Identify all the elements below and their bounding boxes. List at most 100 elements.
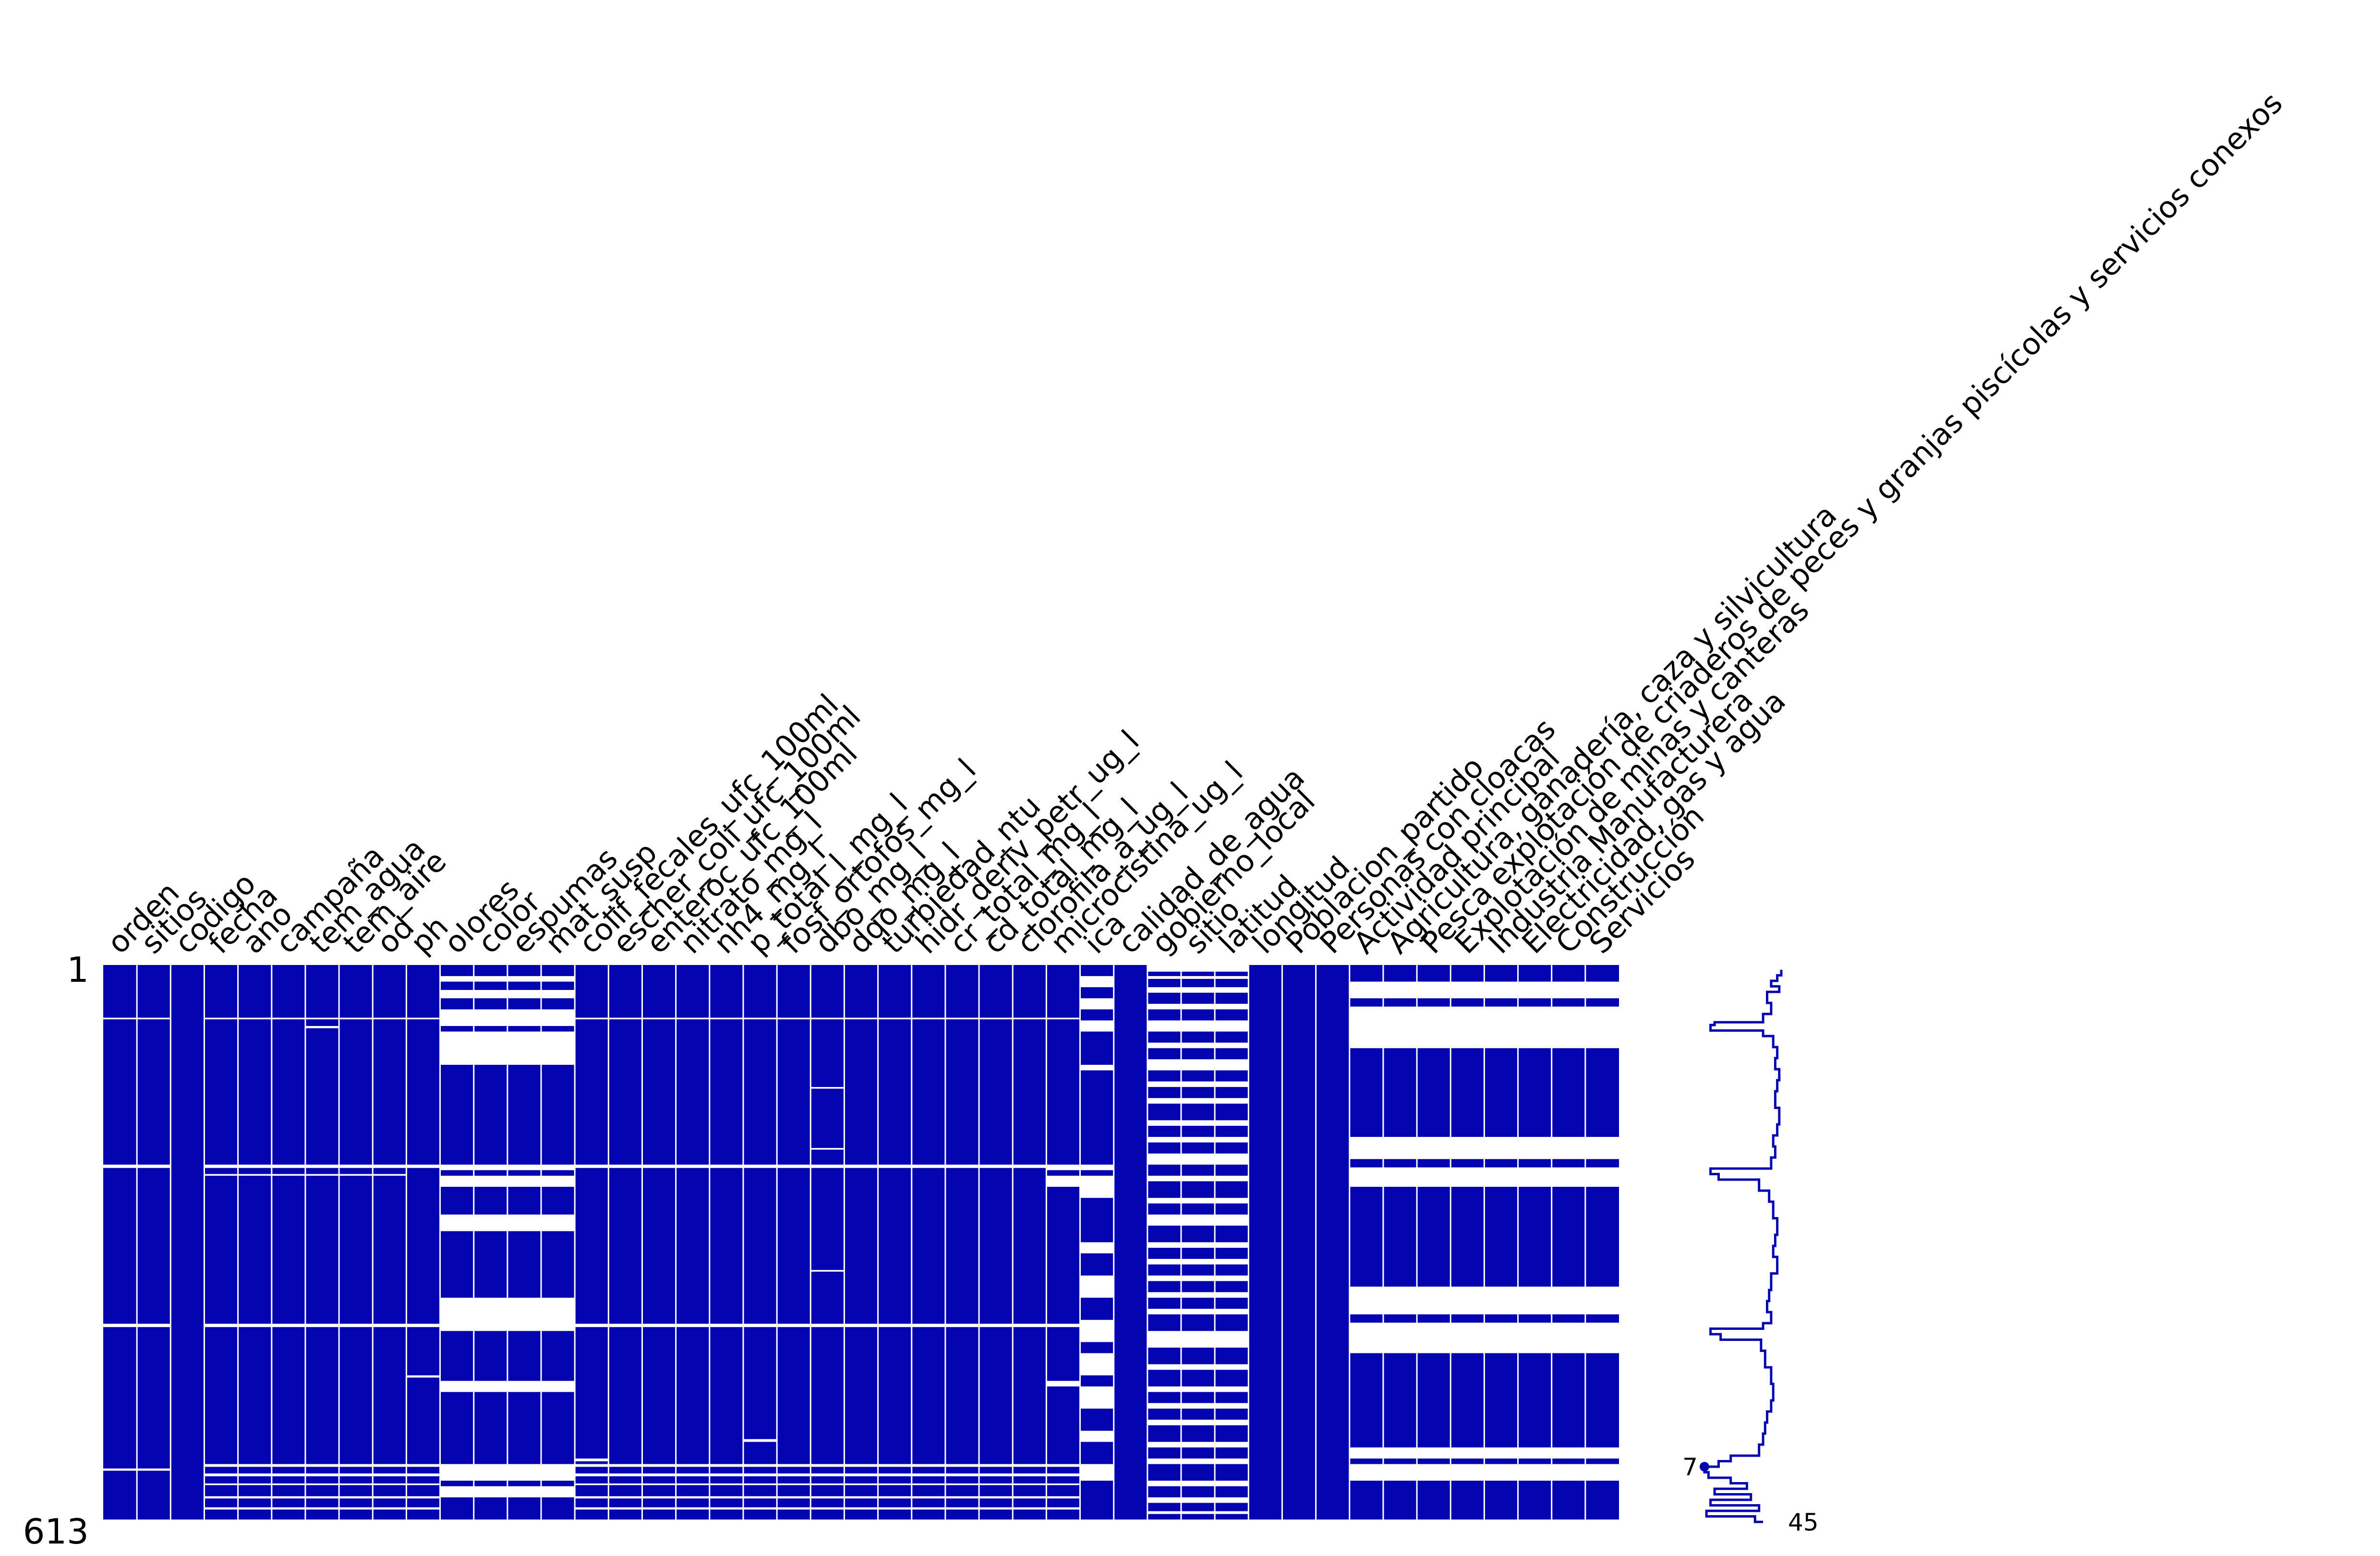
missing-block <box>305 1174 339 1176</box>
missing-block <box>1013 1496 1047 1499</box>
missing-block <box>1147 1309 1181 1315</box>
missing-block <box>810 1164 845 1168</box>
missing-block <box>1450 981 1485 999</box>
missing-block <box>305 1483 339 1485</box>
row-labels: 1 613 <box>23 950 89 1552</box>
missing-block <box>911 1324 945 1327</box>
missing-block <box>1181 1153 1215 1165</box>
present-column-40 <box>1450 965 1485 1520</box>
missing-block <box>1181 1081 1215 1087</box>
missing-block <box>945 1164 979 1168</box>
present-column-38 <box>1383 965 1417 1520</box>
missing-block <box>271 1464 305 1467</box>
missing-block <box>676 1496 710 1499</box>
missing-block <box>1215 1386 1249 1392</box>
missing-block <box>440 1031 474 1065</box>
present-column-41 <box>1484 965 1518 1520</box>
missing-block <box>844 1483 878 1485</box>
missing-block <box>1181 1242 1215 1248</box>
missing-block <box>676 1324 710 1327</box>
missing-block <box>373 1164 407 1168</box>
missing-block <box>1585 1322 1619 1353</box>
missing-block <box>810 1473 845 1476</box>
missing-block <box>406 1375 440 1378</box>
missing-block <box>271 1473 305 1476</box>
missing-block <box>642 1324 676 1327</box>
missing-block <box>1417 981 1451 999</box>
missing-block <box>1147 965 1181 972</box>
missing-block <box>1147 1175 1181 1182</box>
missing-block <box>1147 1059 1181 1071</box>
missing-block <box>1585 1464 1619 1481</box>
missing-block <box>1147 1020 1181 1032</box>
missing-block <box>406 1017 440 1020</box>
missing-block <box>1181 1292 1215 1298</box>
missing-block <box>979 1496 1013 1499</box>
missing-block <box>1147 1292 1181 1298</box>
missing-block <box>1181 1442 1215 1447</box>
missing-block <box>709 1483 743 1485</box>
missing-block <box>1147 1098 1181 1104</box>
missing-block <box>1147 1214 1181 1226</box>
missing-block <box>1450 1286 1485 1315</box>
missing-block <box>137 1164 171 1168</box>
missing-block <box>642 1164 676 1168</box>
missing-block <box>1349 1447 1383 1459</box>
missing-block <box>103 1468 137 1471</box>
missing-block <box>1046 1473 1080 1476</box>
missing-block <box>1046 1324 1080 1327</box>
missing-block <box>945 1507 979 1510</box>
missing-block <box>1181 1497 1215 1503</box>
missing-block <box>575 1496 609 1499</box>
missing-block <box>844 1507 878 1510</box>
missing-block <box>1147 1042 1181 1049</box>
missing-block <box>810 1464 845 1467</box>
missing-block <box>1147 1481 1181 1486</box>
missing-block <box>709 1507 743 1510</box>
missing-block <box>979 1473 1013 1476</box>
present-column-28 <box>1046 965 1080 1520</box>
present-column-42 <box>1518 965 1552 1520</box>
missing-block <box>1551 1006 1585 1049</box>
missing-block <box>440 1214 474 1231</box>
missing-block <box>373 1483 407 1485</box>
missing-block <box>440 1164 474 1170</box>
present-column-30 <box>1113 965 1148 1520</box>
missing-block <box>911 1507 945 1510</box>
present-column-1 <box>137 965 171 1520</box>
missing-block <box>1383 1464 1417 1481</box>
missing-block <box>810 1148 845 1150</box>
missing-block <box>1518 1286 1552 1315</box>
missing-block <box>642 1483 676 1485</box>
missing-block <box>1013 1483 1047 1485</box>
missing-block <box>541 1298 575 1331</box>
missing-block <box>743 1483 777 1485</box>
missing-block <box>204 1464 238 1467</box>
missing-block <box>1013 1324 1047 1327</box>
missing-block <box>1215 1081 1249 1087</box>
missing-block <box>1585 1137 1619 1159</box>
missing-block <box>339 1473 373 1476</box>
missing-block <box>204 1174 238 1176</box>
missing-block <box>339 1483 373 1485</box>
missing-block <box>541 1464 575 1481</box>
missing-block <box>676 1507 710 1510</box>
missing-block <box>676 1483 710 1485</box>
missing-block <box>507 976 542 982</box>
missing-block <box>1417 1137 1451 1159</box>
missing-block <box>575 1458 609 1461</box>
missing-block <box>1349 1137 1383 1159</box>
sparkline <box>1700 970 1783 1523</box>
missing-block <box>473 1009 507 1026</box>
missing-block <box>945 1496 979 1499</box>
present-column-43 <box>1551 965 1585 1520</box>
missing-block <box>743 1507 777 1510</box>
missing-block <box>507 1031 542 1065</box>
missing-block <box>204 1483 238 1485</box>
missing-block <box>238 1017 272 1020</box>
missing-block <box>777 1496 811 1499</box>
missing-block <box>1215 1003 1249 1010</box>
missing-block <box>1147 1497 1181 1503</box>
missing-block <box>1181 1420 1215 1425</box>
